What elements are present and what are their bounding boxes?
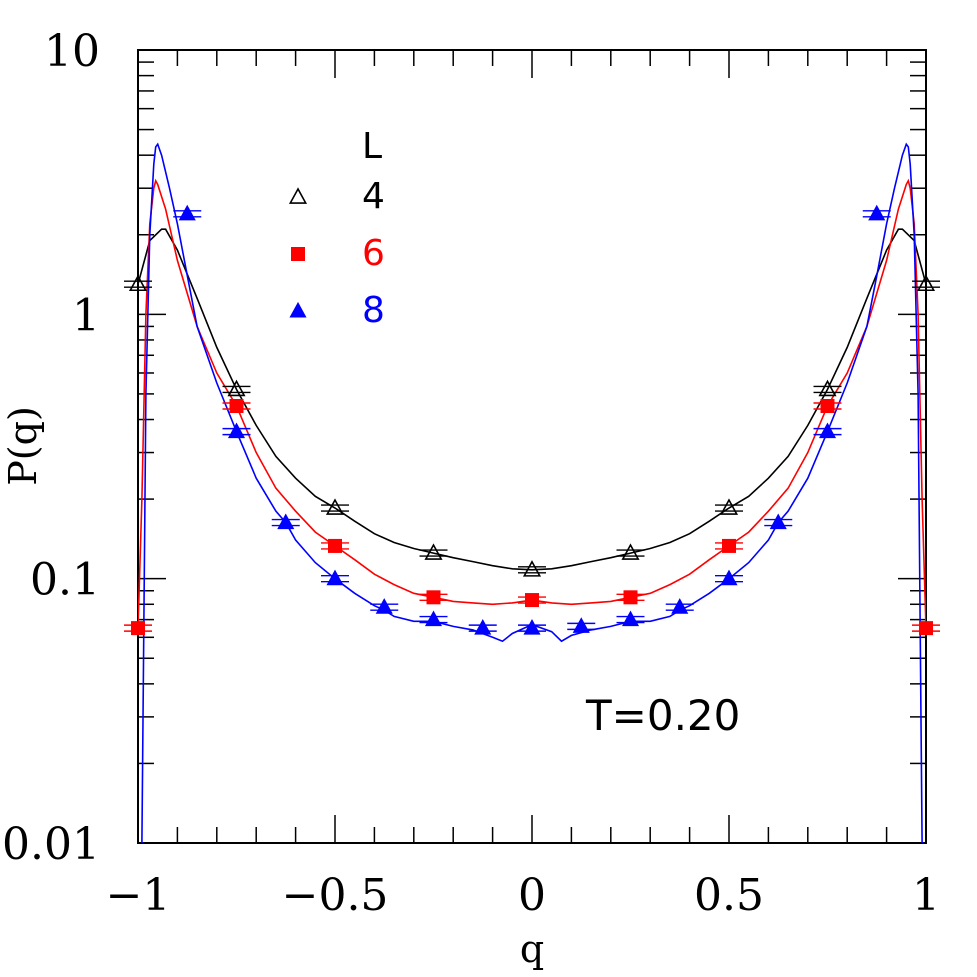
y-tick-label: 10 [44,26,100,77]
x-tick-label: 0 [518,870,546,921]
data-point-L6 [525,593,539,608]
legend-label-L8: 8 [362,290,385,331]
data-point-L6 [919,621,933,636]
data-point-L4 [227,379,246,397]
data-point-L4 [522,560,542,577]
series-line-L4 [138,228,926,571]
y-tick-label: 0.01 [2,819,100,870]
markers-layer [124,204,940,636]
data-point-L8 [523,619,541,635]
x-tick-label: −0.5 [282,870,389,921]
data-point-L4 [128,274,148,292]
legend-label-L6: 6 [362,233,385,274]
series-line-L8 [141,142,923,843]
data-point-L8 [572,617,590,633]
data-point-L8 [474,619,492,635]
legend: L 4 6 8 [288,126,385,331]
data-point-L8 [621,610,640,627]
temperature-annotation: T=0.20 [585,691,740,740]
data-point-L8 [671,598,689,614]
x-tick-label: −1 [106,870,171,921]
data-point-L4 [916,274,936,292]
data-point-L8 [227,422,246,439]
data-point-L8 [769,513,787,530]
tick-marks [137,50,927,844]
data-point-L6 [229,399,244,414]
data-point-L6 [328,538,342,553]
legend-title: L [362,126,382,167]
data-point-L6 [131,621,145,636]
data-point-L4 [818,379,837,397]
data-point-L8 [375,598,393,614]
data-point-L8 [326,569,344,586]
data-point-L8 [868,204,886,221]
x-tick-label: 1 [912,870,940,921]
data-point-L8 [277,513,295,530]
legend-marker-L8 [289,301,307,318]
legend-label-L4: 4 [362,176,385,217]
plot-frame [137,49,927,844]
data-point-L8 [818,422,837,439]
y-axis-title: P(q) [1,406,45,486]
series-layer [138,142,926,843]
data-point-L8 [720,569,738,586]
data-point-L4 [719,498,739,515]
data-point-L8 [424,610,443,627]
data-point-L6 [722,538,736,553]
data-point-L4 [424,543,443,560]
legend-marker-L6 [291,247,305,261]
data-point-L8 [178,204,196,221]
data-point-L6 [820,399,835,414]
legend-marker-L4 [288,187,308,204]
data-point-L4 [621,543,640,560]
y-tick-label: 0.1 [30,555,100,606]
y-tick-label: 1 [72,290,100,341]
data-point-L6 [623,590,638,605]
x-tick-label: 0.5 [694,870,764,921]
data-point-L4 [325,498,345,515]
x-axis-title: q [520,927,544,971]
data-point-L6 [426,590,441,605]
tick-labels: −1 −0.5 0 0.5 1 0.01 0.1 1 10 [2,26,940,921]
